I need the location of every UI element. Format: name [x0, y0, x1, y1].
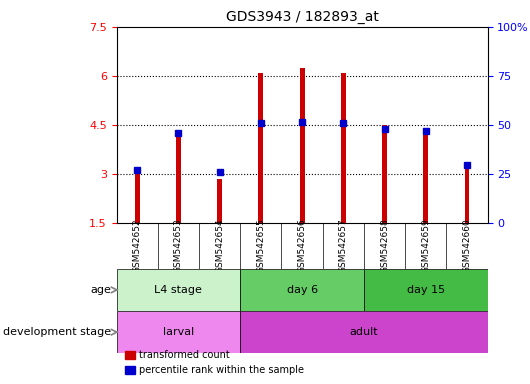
Bar — [423, 128, 428, 223]
Bar — [464, 164, 470, 223]
Text: GSM542660: GSM542660 — [463, 218, 472, 273]
Text: day 6: day 6 — [287, 285, 317, 295]
Text: GSM542653: GSM542653 — [174, 218, 183, 273]
Text: GSM542656: GSM542656 — [298, 218, 306, 273]
Bar — [299, 68, 305, 223]
Bar — [176, 130, 181, 223]
Bar — [135, 174, 140, 223]
Text: GSM542658: GSM542658 — [380, 218, 389, 273]
Text: age: age — [91, 285, 111, 295]
Text: GSM542654: GSM542654 — [215, 218, 224, 273]
Bar — [382, 125, 387, 223]
Title: GDS3943 / 182893_at: GDS3943 / 182893_at — [226, 10, 378, 25]
Bar — [341, 73, 346, 223]
Text: GSM542652: GSM542652 — [132, 218, 142, 273]
Text: development stage: development stage — [3, 327, 111, 337]
Text: GSM542659: GSM542659 — [421, 218, 430, 273]
Bar — [117, 269, 240, 311]
Text: adult: adult — [350, 327, 378, 337]
Bar — [240, 269, 364, 311]
Bar — [259, 73, 263, 223]
Text: L4 stage: L4 stage — [155, 285, 202, 295]
Text: larval: larval — [163, 327, 194, 337]
Bar — [117, 311, 240, 353]
Text: GSM542657: GSM542657 — [339, 218, 348, 273]
Text: day 15: day 15 — [407, 285, 445, 295]
Text: GSM542655: GSM542655 — [257, 218, 266, 273]
Bar — [217, 179, 222, 223]
Bar — [240, 311, 488, 353]
Legend: transformed count, percentile rank within the sample: transformed count, percentile rank withi… — [121, 346, 308, 379]
Bar — [364, 269, 488, 311]
